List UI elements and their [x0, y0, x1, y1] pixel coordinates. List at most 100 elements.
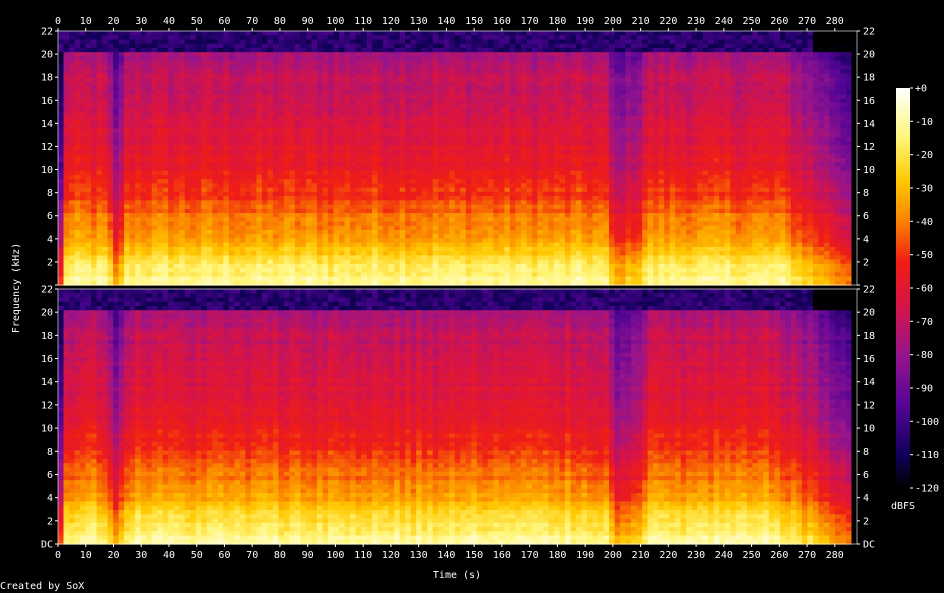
spectrogram-cell	[713, 132, 720, 138]
spectrogram-cell	[63, 132, 70, 138]
spectrogram-cell	[80, 52, 87, 57]
spectrogram-cell	[653, 60, 660, 66]
spectrogram-cell	[361, 77, 368, 83]
spectrogram-cell	[184, 81, 191, 87]
spectrogram-cell	[779, 31, 786, 36]
spectrogram-cell	[581, 60, 588, 66]
spectrogram-cell	[675, 69, 682, 74]
spectrogram-cell	[96, 128, 103, 134]
spectrogram-cell	[201, 86, 208, 91]
spectrogram-cell	[107, 69, 114, 74]
spectrogram-cell	[399, 94, 406, 100]
spectrogram-cell	[184, 43, 191, 49]
spectrogram-cell	[686, 94, 693, 100]
spectrogram-cell	[316, 73, 324, 79]
spectrogram-cell	[74, 124, 81, 129]
spectrogram-cell	[768, 145, 775, 151]
spectrogram-cell	[146, 115, 153, 121]
spectrogram-cell	[212, 90, 219, 96]
spectrogram-cell	[239, 94, 246, 100]
spectrogram-cell	[157, 43, 164, 49]
spectrogram-cell	[553, 47, 561, 53]
spectrogram-cell	[465, 115, 472, 121]
spectrogram-cell	[350, 174, 357, 180]
spectrogram-cell	[250, 94, 257, 100]
spectrogram-cell	[620, 119, 627, 125]
spectrogram-cell	[124, 98, 131, 104]
spectrogram-cell	[730, 128, 737, 134]
spectrogram-cell	[228, 60, 235, 66]
spectrogram-cell	[520, 149, 527, 155]
spectrogram-cell	[807, 81, 814, 87]
spectrogram-cell	[394, 174, 401, 180]
spectrogram-cell	[366, 47, 373, 53]
spectrogram-cell	[752, 94, 759, 100]
spectrogram-cell	[807, 52, 814, 57]
spectrogram-cell	[818, 90, 825, 96]
spectrogram-cell	[328, 43, 335, 49]
spectrogram-cell	[383, 43, 390, 49]
spectrogram-cell	[294, 115, 302, 121]
spectrogram-cell	[405, 166, 412, 172]
spectrogram-cell	[531, 158, 538, 163]
spectrogram-cell	[124, 128, 131, 134]
spectrogram-cell	[206, 90, 213, 96]
spectrogram-cell	[195, 43, 202, 49]
spectrogram-cell	[614, 64, 621, 70]
spectrogram-cell	[96, 119, 103, 125]
spectrogram-cell	[620, 69, 627, 74]
spectrogram-cell	[768, 64, 775, 70]
spectrogram-cell	[322, 115, 329, 121]
spectrogram-cell	[818, 119, 825, 125]
spectrogram-cell	[377, 107, 384, 113]
spectrogram-cell	[531, 132, 538, 138]
spectrogram-cell	[162, 43, 169, 49]
spectrogram-cell	[785, 158, 792, 163]
spectrogram-cell	[680, 124, 687, 129]
spectrogram-cell	[179, 170, 186, 176]
spectrogram-cell	[708, 119, 715, 125]
spectrogram-cell	[752, 153, 759, 159]
spectrogram-cell	[58, 94, 65, 100]
spectrogram-cell	[124, 56, 131, 62]
spectrogram-cell	[575, 128, 583, 134]
spectrogram-cell	[261, 111, 268, 117]
spectrogram-cell	[322, 174, 329, 180]
spectrogram-cell	[631, 162, 638, 168]
spectrogram-cell	[355, 158, 362, 163]
spectrogram-cell	[449, 64, 456, 70]
spectrogram-cell	[427, 77, 434, 83]
spectrogram-cell	[471, 69, 478, 74]
spectrogram-cell	[801, 43, 809, 49]
spectrogram-cell	[443, 145, 450, 151]
spectrogram-cell	[272, 170, 280, 176]
spectrogram-cell	[757, 115, 764, 121]
spectrogram-cell	[427, 158, 434, 163]
spectrogram-cell	[801, 39, 809, 45]
spectrogram-cell	[361, 56, 368, 62]
spectrogram-cell	[598, 73, 605, 79]
spectrogram-cell	[664, 90, 671, 96]
spectrogram-cell	[592, 153, 599, 159]
spectrogram-cell	[212, 115, 219, 121]
spectrogram-cell	[228, 35, 235, 41]
spectrogram-cell	[432, 136, 439, 142]
spectrogram-cell	[553, 64, 561, 70]
spectrogram-cell	[691, 69, 698, 74]
spectrogram-cell	[217, 98, 224, 104]
spectrogram-cell	[834, 162, 842, 168]
spectrogram-cell	[575, 141, 583, 146]
spectrogram-cell	[283, 86, 291, 91]
spectrogram-cell	[316, 153, 324, 159]
spectrogram-cell	[653, 128, 660, 134]
spectrogram-cell	[113, 77, 120, 83]
spectrogram-cell	[746, 119, 753, 125]
spectrogram-cell	[256, 64, 263, 70]
spectrogram-cell	[372, 170, 379, 176]
spectrogram-cell	[575, 52, 583, 57]
spectrogram-cell	[581, 56, 588, 62]
spectrogram-cell	[774, 90, 781, 96]
spectrogram-cell	[91, 107, 98, 113]
spectrogram-cell	[460, 162, 467, 168]
spectrogram-cell	[834, 166, 842, 172]
